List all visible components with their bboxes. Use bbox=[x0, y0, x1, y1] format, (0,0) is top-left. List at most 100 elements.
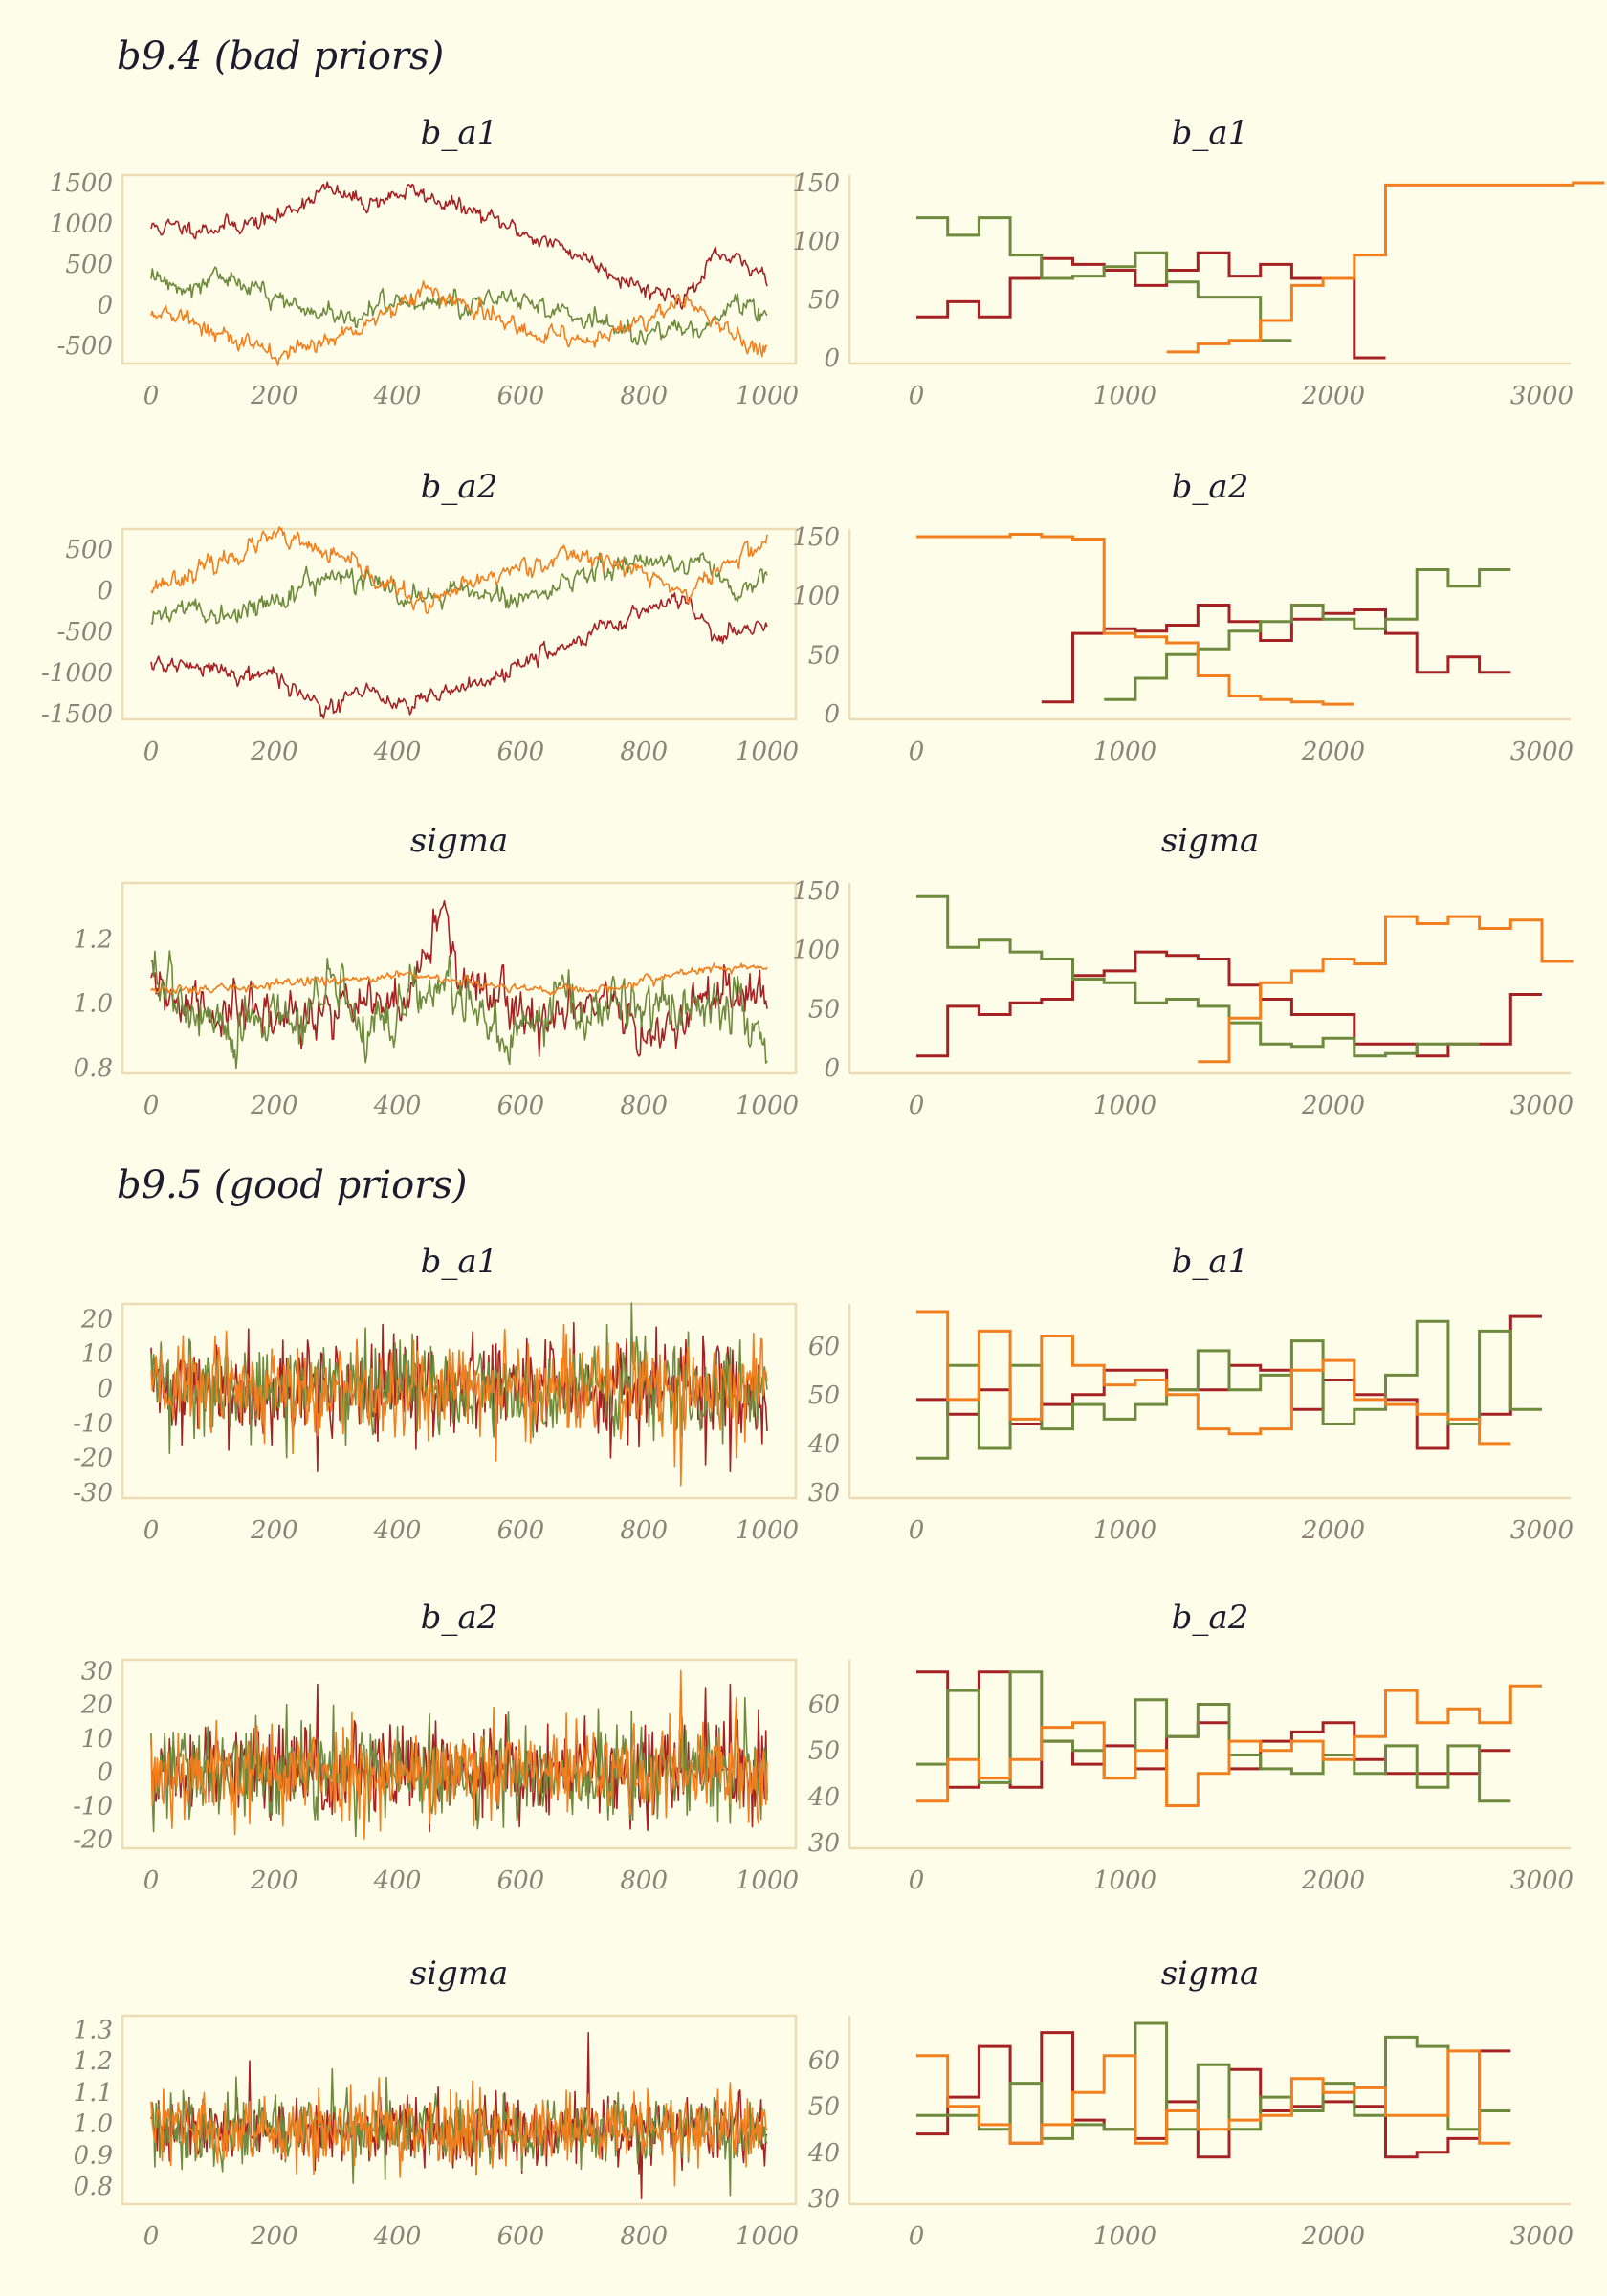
x-tick-label: 400 bbox=[373, 382, 422, 410]
y-tick-label: 40 bbox=[807, 1783, 840, 1812]
y-tick-label: 0.9 bbox=[74, 2141, 113, 2170]
x-tick-label: 0 bbox=[143, 738, 160, 766]
plot-frame bbox=[121, 881, 798, 1075]
panel-title: sigma bbox=[1161, 822, 1260, 860]
x-tick-label: 0 bbox=[909, 2222, 925, 2251]
rank-histogram-chain-2 bbox=[916, 2021, 1511, 2140]
y-tick-label: 50 bbox=[808, 641, 840, 670]
y-tick-label: 500 bbox=[65, 536, 113, 564]
x-tick-label: 800 bbox=[620, 2222, 668, 2251]
y-tick-label: 0 bbox=[97, 1375, 113, 1403]
y-tick-label: 50 bbox=[808, 1381, 840, 1410]
rank-histogram-chain-2 bbox=[916, 1670, 1511, 1803]
plot-frame bbox=[121, 1302, 798, 1500]
panel-rank-5: sigma 150 100 50 0 0 1000 2000 3000 bbox=[792, 822, 1574, 1120]
x-tick-label: 600 bbox=[497, 738, 545, 766]
panel-title: sigma bbox=[410, 1954, 509, 1993]
x-tick-label: 200 bbox=[250, 2222, 298, 2251]
plot-frame bbox=[121, 173, 798, 365]
y-tick-label: 1.0 bbox=[74, 2110, 113, 2139]
y-tick-label: 50 bbox=[808, 1737, 840, 1766]
y-tick-label: 0 bbox=[824, 700, 840, 729]
y-tick-label: 0.8 bbox=[74, 2173, 113, 2201]
x-tick-label: 0 bbox=[909, 1516, 925, 1545]
x-tick-label: 1000 bbox=[1093, 382, 1156, 410]
trace-line-chain-3 bbox=[150, 962, 768, 996]
rank-histogram-chain-3 bbox=[916, 1310, 1511, 1446]
y-tick-label: 50 bbox=[808, 286, 840, 315]
section-title-good-priors: b9.5 (good priors) bbox=[117, 1163, 467, 1207]
x-tick-label: 400 bbox=[373, 738, 422, 766]
x-tick-label: 2000 bbox=[1301, 1516, 1365, 1545]
y-tick-label: 500 bbox=[65, 251, 113, 279]
y-tick-label: 60 bbox=[808, 1691, 840, 1720]
y-tick-label: 60 bbox=[808, 1333, 840, 1361]
trace-line-chain-3 bbox=[150, 1323, 768, 1487]
rank-histogram-chain-1 bbox=[916, 1314, 1542, 1450]
panel-title: b_a1 bbox=[421, 1243, 498, 1281]
x-tick-label: 2000 bbox=[1301, 382, 1365, 410]
y-tick-label: 20 bbox=[80, 1691, 113, 1720]
rank-histogram-chain-2 bbox=[916, 894, 1480, 1058]
y-tick-label: 150 bbox=[792, 169, 840, 198]
panel-rank-3: b_a2 150 100 50 0 0 1000 2000 3000 bbox=[792, 468, 1574, 766]
x-tick-label: 400 bbox=[373, 1092, 422, 1120]
x-tick-label: 400 bbox=[373, 1516, 422, 1545]
x-tick-label: 2000 bbox=[1301, 1866, 1365, 1895]
trace-line-chain-3 bbox=[150, 2077, 768, 2187]
x-tick-label: 2000 bbox=[1301, 738, 1365, 766]
y-tick-label: 50 bbox=[808, 995, 840, 1024]
panel-trace-6: b_a1 20 10 0 -10 -20 -30 0 200 400 600 800 1000 bbox=[73, 1243, 799, 1545]
panel-trace-2: b_a2 500 0 -500 -1000 -1500 0 200 400 600 800 1000 bbox=[41, 468, 799, 766]
x-tick-label: 0 bbox=[909, 738, 925, 766]
panel-title: b_a2 bbox=[1172, 468, 1249, 506]
y-tick-label: 0 bbox=[97, 577, 113, 606]
trace-line-chain-2 bbox=[150, 266, 768, 346]
y-tick-label: 100 bbox=[792, 583, 840, 611]
trace-line-chain-1 bbox=[150, 1683, 768, 1833]
section-title-bad-priors: b9.4 (bad priors) bbox=[117, 34, 444, 78]
y-tick-label: 1.3 bbox=[74, 2017, 113, 2045]
panel-title: b_a2 bbox=[421, 1599, 498, 1637]
x-tick-label: 3000 bbox=[1510, 738, 1574, 766]
panel-rank-7: b_a1 60 50 40 30 0 1000 2000 3000 bbox=[807, 1243, 1574, 1545]
x-tick-label: 1000 bbox=[1093, 1866, 1156, 1895]
x-tick-label: 800 bbox=[620, 738, 668, 766]
x-tick-label: 2000 bbox=[1301, 1092, 1365, 1120]
x-tick-label: 3000 bbox=[1510, 1866, 1574, 1895]
rank-histogram-chain-2 bbox=[1104, 568, 1511, 701]
y-tick-label: 150 bbox=[792, 523, 840, 552]
x-tick-label: 3000 bbox=[1510, 382, 1574, 410]
y-tick-label: 40 bbox=[807, 2139, 840, 2168]
y-tick-label: -500 bbox=[57, 332, 113, 361]
trace-line-chain-1 bbox=[150, 592, 768, 719]
y-tick-label: -1000 bbox=[41, 659, 113, 688]
x-tick-label: 1000 bbox=[736, 738, 799, 766]
x-tick-label: 1000 bbox=[736, 1516, 799, 1545]
x-tick-label: 1000 bbox=[736, 1866, 799, 1895]
y-tick-label: 10 bbox=[81, 1725, 113, 1754]
x-tick-label: 3000 bbox=[1510, 1516, 1574, 1545]
rank-histogram-chain-3 bbox=[916, 533, 1354, 706]
x-tick-label: 1000 bbox=[736, 382, 799, 410]
rank-histogram-chain-2 bbox=[916, 216, 1292, 342]
rank-histogram-chain-3 bbox=[916, 2049, 1511, 2145]
y-tick-label: -20 bbox=[73, 1445, 113, 1473]
x-tick-label: 0 bbox=[909, 1866, 925, 1895]
panel-title: b_a1 bbox=[421, 114, 498, 152]
rank-histogram-chain-1 bbox=[1041, 604, 1511, 704]
y-tick-label: 20 bbox=[80, 1305, 113, 1334]
y-tick-label: -1500 bbox=[41, 700, 113, 729]
trace-line-chain-3 bbox=[150, 1669, 768, 1840]
x-tick-label: 3000 bbox=[1510, 1092, 1574, 1120]
x-tick-label: 200 bbox=[250, 738, 298, 766]
panel-title: sigma bbox=[410, 822, 509, 860]
y-tick-label: 30 bbox=[808, 2185, 840, 2214]
y-tick-label: 50 bbox=[808, 2093, 840, 2122]
y-tick-label: 0.8 bbox=[74, 1054, 113, 1083]
panel-title: b_a2 bbox=[1172, 1599, 1249, 1637]
rank-histogram-chain-3 bbox=[916, 1684, 1542, 1807]
y-tick-label: 30 bbox=[808, 1479, 840, 1508]
